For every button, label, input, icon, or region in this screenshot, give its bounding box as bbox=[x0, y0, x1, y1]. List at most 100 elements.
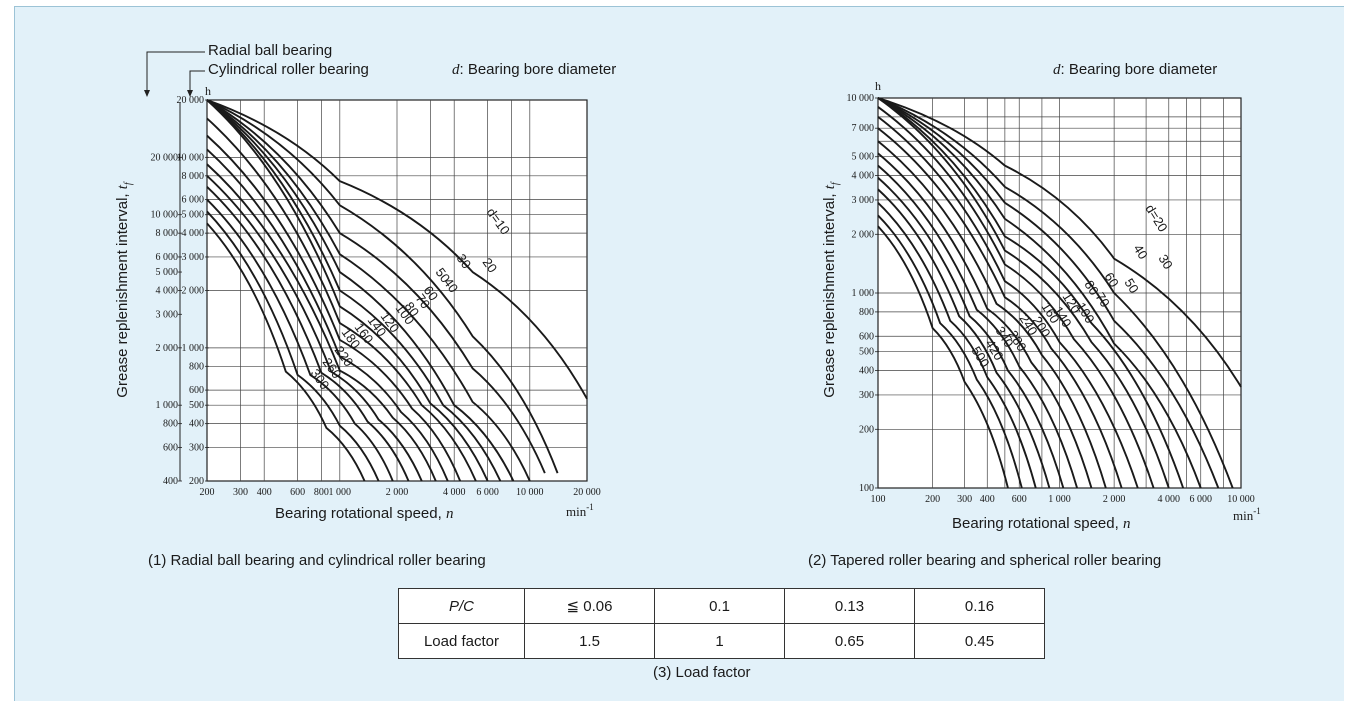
y-tick-label: 4 000 bbox=[852, 171, 875, 182]
series-curve-d-50 bbox=[206, 99, 515, 482]
table-header-pc: P/C bbox=[398, 588, 525, 624]
y-tick-label: 300 bbox=[189, 442, 204, 453]
table-row: Load factor 1.5 1 0.65 0.45 bbox=[398, 623, 1045, 659]
series-label: 60 bbox=[1101, 270, 1121, 290]
load-factor-table: P/C ≦ 0.06 0.1 0.13 0.16 Load factor 1.5… bbox=[398, 588, 1045, 659]
right-chart: 100 200 300 400 600 1 000 2 000 4 000 6 000 10 00… bbox=[821, 61, 1261, 532]
y-tick-label-radial: 8 000 bbox=[156, 228, 179, 239]
left-y-tick-labels-radial: 20 000 10 000 8 000 6 000 5 000 4 000 3 000 2 0… bbox=[151, 152, 182, 487]
series-label: 50 bbox=[1121, 276, 1141, 296]
y-tick-label-radial: 20 000 bbox=[151, 152, 179, 163]
left-annotation: d: Bearing bore diameter bbox=[452, 61, 616, 78]
cylindrical-roller-arrow-icon bbox=[187, 90, 193, 97]
left-caption: (1) Radial ball bearing and cylindrical … bbox=[148, 552, 486, 569]
x-tick-label: 400 bbox=[980, 494, 995, 505]
y-tick-label: 4 000 bbox=[182, 228, 205, 239]
series-curve-d-70 bbox=[877, 97, 1170, 489]
y-tick-label: 500 bbox=[859, 347, 874, 358]
x-tick-label: 4 000 bbox=[443, 487, 466, 498]
left-y-unit: h bbox=[205, 84, 211, 98]
y-tick-label-radial: 2 000 bbox=[156, 343, 179, 354]
left-chart: 200 300 400 600 800 1 000 2 000 4 000 6 000 10 00… bbox=[114, 42, 616, 522]
x-tick-label: 800 bbox=[314, 487, 329, 498]
series-curve-d-20 bbox=[206, 99, 559, 474]
y-tick-label: 5 000 bbox=[852, 152, 875, 163]
series-curve-d-40 bbox=[206, 99, 531, 482]
y-tick-label-radial: 1 000 bbox=[156, 400, 179, 411]
right-caption: (2) Tapered roller bearing and spherical… bbox=[808, 552, 1162, 569]
right-y-unit: h bbox=[875, 79, 881, 93]
series-curve-d-30 bbox=[206, 99, 546, 474]
x-tick-label: 6 000 bbox=[476, 487, 499, 498]
series-curve-d-300 bbox=[206, 222, 366, 482]
table-header-load-factor: Load factor bbox=[398, 623, 525, 659]
series-curve-d-220 bbox=[206, 198, 394, 482]
series-label: 20 bbox=[480, 255, 501, 276]
y-tick-label-radial: 4 000 bbox=[156, 286, 179, 297]
y-tick-label-radial: 10 000 bbox=[151, 210, 179, 221]
left-x-tick-labels: 200 300 400 600 800 1 000 2 000 4 000 6 000 10 00… bbox=[200, 487, 601, 498]
x-tick-label: 600 bbox=[290, 487, 305, 498]
left-y-tick-labels-cylindrical: 20 000 10 000 8 000 6 000 5 000 4 000 3 000 2 0… bbox=[177, 95, 209, 487]
y-tick-label: 200 bbox=[859, 424, 874, 435]
series-curve-d-160 bbox=[877, 152, 1093, 489]
legend-cylindrical-roller: Cylindrical roller bearing bbox=[208, 61, 369, 78]
x-tick-label: 200 bbox=[925, 494, 940, 505]
x-tick-label: 1 000 bbox=[1048, 494, 1071, 505]
y-tick-label: 1 000 bbox=[852, 288, 875, 299]
series-curve-d-120 bbox=[206, 148, 449, 482]
left-curves bbox=[206, 99, 588, 482]
left-gridlines bbox=[207, 100, 587, 481]
legend-radial-ball: Radial ball bearing bbox=[208, 42, 332, 59]
radial-ball-arrow-icon bbox=[144, 90, 150, 97]
y-tick-label: 10 000 bbox=[847, 93, 875, 104]
series-curve-d-500 bbox=[877, 225, 1009, 489]
cylindrical-roller-legend-line bbox=[189, 70, 205, 96]
series-label: 60 bbox=[421, 283, 442, 304]
y-tick-label: 600 bbox=[859, 331, 874, 342]
x-tick-label: 300 bbox=[233, 487, 248, 498]
x-tick-label: 600 bbox=[1012, 494, 1027, 505]
y-tick-label-radial: 3 000 bbox=[156, 309, 179, 320]
y-tick-label: 400 bbox=[189, 419, 204, 430]
table-cell: 0.1 bbox=[654, 588, 785, 624]
y-tick-label: 5 000 bbox=[182, 210, 205, 221]
x-tick-label: 6 000 bbox=[1189, 494, 1212, 505]
table-row: P/C ≦ 0.06 0.1 0.13 0.16 bbox=[398, 588, 1045, 624]
series-curve-d-80 bbox=[206, 117, 477, 482]
y-tick-label: 20 000 bbox=[177, 95, 205, 106]
y-tick-label: 200 bbox=[189, 476, 204, 487]
y-tick-label: 100 bbox=[859, 483, 874, 494]
series-curve-d-100 bbox=[877, 116, 1139, 489]
table-cell: 1.5 bbox=[524, 623, 655, 659]
series-curve-d-60 bbox=[206, 99, 502, 482]
series-curve-d-10 bbox=[206, 99, 588, 400]
series-curve-d-40 bbox=[877, 97, 1220, 489]
y-tick-label: 6 000 bbox=[182, 195, 205, 206]
series-curve-d-180 bbox=[206, 186, 410, 482]
y-tick-label: 500 bbox=[189, 400, 204, 411]
x-tick-label: 10 000 bbox=[516, 487, 544, 498]
series-curve-d-260 bbox=[206, 210, 380, 482]
x-tick-label: 20 000 bbox=[573, 487, 601, 498]
left-x-axis-label: Bearing rotational speed, n bbox=[275, 505, 453, 522]
series-label: 40 bbox=[441, 275, 462, 296]
series-curve-d-420 bbox=[877, 214, 1023, 489]
left-x-unit: min-1 bbox=[566, 502, 594, 519]
y-tick-label-radial: 600 bbox=[163, 442, 178, 453]
x-tick-label: 1 000 bbox=[329, 487, 352, 498]
y-tick-label: 800 bbox=[189, 361, 204, 372]
series-label: 50 bbox=[433, 265, 454, 286]
y-tick-label: 2 000 bbox=[852, 229, 875, 240]
y-tick-label: 2 000 bbox=[182, 286, 205, 297]
left-y-axis-label: Grease replenishment interval, tf bbox=[114, 181, 134, 398]
x-tick-label: 100 bbox=[871, 494, 886, 505]
right-x-unit: min-1 bbox=[1233, 506, 1261, 523]
table-cell: 0.45 bbox=[914, 623, 1045, 659]
series-curve-d-50 bbox=[877, 97, 1202, 489]
x-tick-label: 10 000 bbox=[1227, 494, 1255, 505]
series-curve-d-80 bbox=[877, 106, 1155, 489]
series-curve-d-240 bbox=[877, 177, 1065, 489]
